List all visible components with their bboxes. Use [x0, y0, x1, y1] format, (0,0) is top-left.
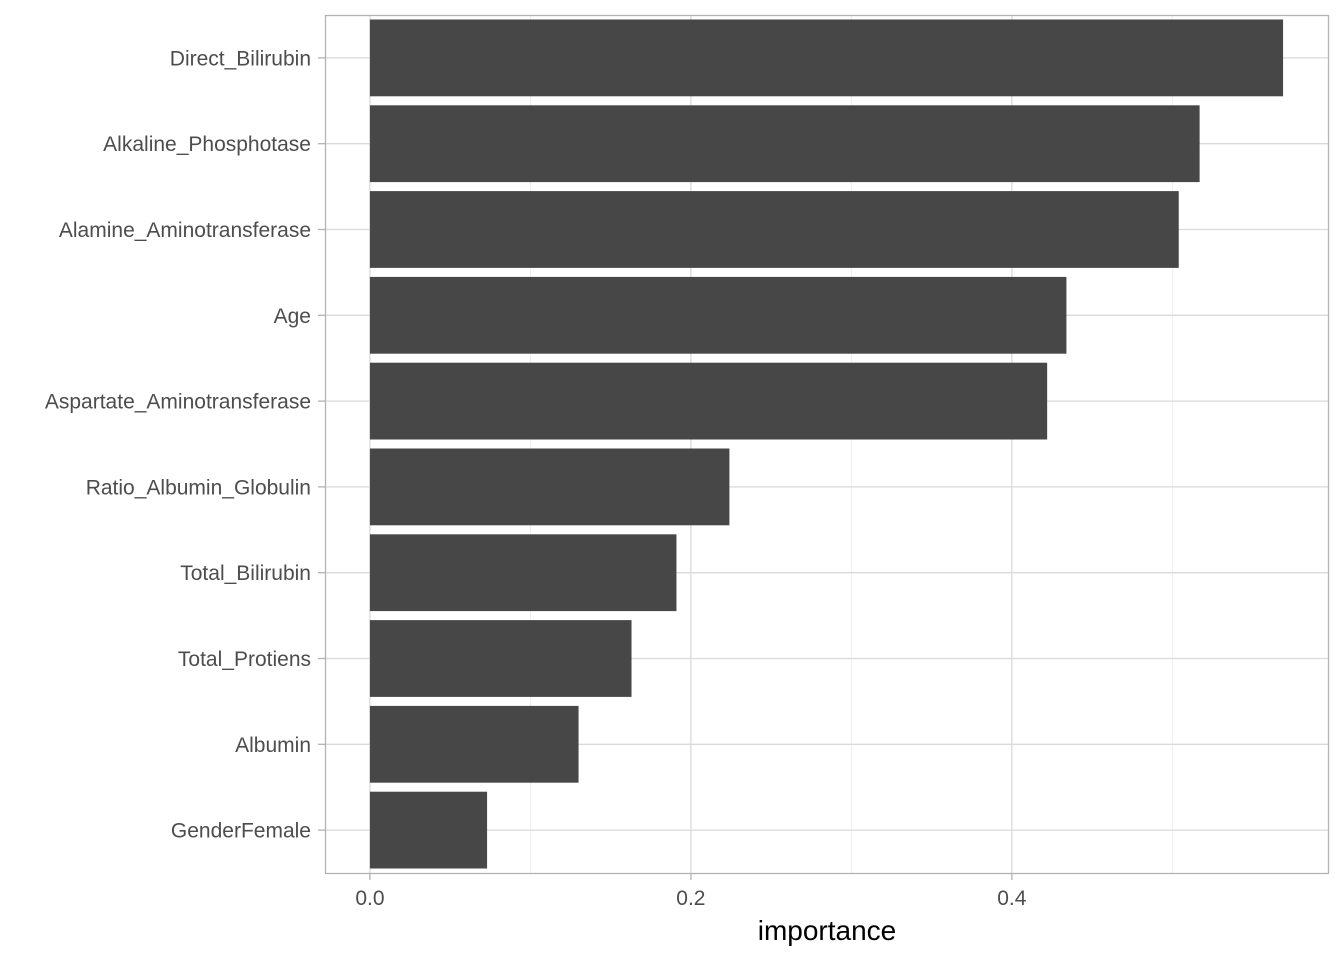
- y-tick-label: Alamine_Aminotransferase: [59, 219, 311, 242]
- bar-genderfemale: [369, 791, 488, 869]
- y-tick-label: GenderFemale: [171, 820, 311, 843]
- y-tick-label: Alkaline_Phosphotase: [103, 133, 311, 156]
- bar-total-bilirubin: [369, 534, 677, 612]
- y-tick-label: Age: [274, 305, 311, 328]
- y-tick-label: Albumin: [235, 734, 311, 757]
- bar-direct-bilirubin: [369, 19, 1284, 97]
- bar-total-protiens: [369, 620, 632, 697]
- y-tick-label: Ratio_Albumin_Globulin: [86, 476, 311, 499]
- label-layer: Direct_Bilirubin Alkaline_Phosphotase Alam…: [45, 47, 1027, 910]
- bar-alkaline-phosphotase: [369, 105, 1200, 183]
- bar-albumin: [369, 705, 579, 783]
- x-tick-label: 0.4: [997, 887, 1027, 910]
- x-tick-label: 0.0: [355, 887, 384, 910]
- tick-layer: [318, 57, 1013, 880]
- x-tick-label: 0.2: [676, 887, 705, 910]
- bar-layer: [369, 19, 1284, 869]
- bar-alamine-aminotransferase: [369, 191, 1179, 268]
- y-tick-label: Direct_Bilirubin: [170, 47, 311, 70]
- x-axis-title: importance: [758, 915, 897, 946]
- bar-aspartate-aminotransferase: [369, 362, 1048, 440]
- bar-age: [369, 276, 1067, 354]
- y-tick-label: Total_Bilirubin: [180, 562, 311, 585]
- bar-ratio-albumin-globulin: [369, 448, 730, 526]
- y-tick-label: Aspartate_Aminotransferase: [45, 391, 311, 414]
- y-tick-label: Total_Protiens: [178, 648, 311, 671]
- panel-border: [324, 14, 1330, 875]
